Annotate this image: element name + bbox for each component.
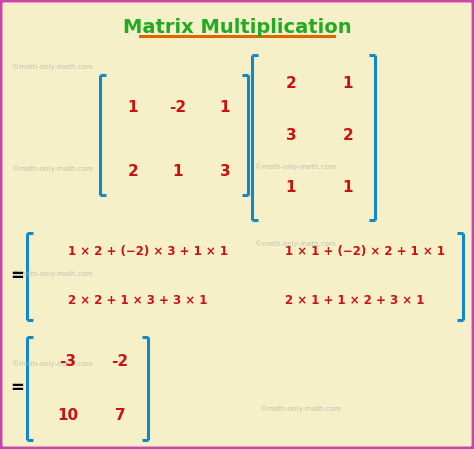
Text: 1 × 1 + (−2) × 2 + 1 × 1: 1 × 1 + (−2) × 2 + 1 × 1 — [285, 246, 445, 259]
Text: ©math-only-math.com: ©math-only-math.com — [12, 270, 92, 277]
Text: 3: 3 — [219, 164, 230, 180]
Text: 1: 1 — [286, 180, 296, 195]
Text: 2 × 2 + 1 × 3 + 3 × 1: 2 × 2 + 1 × 3 + 3 × 1 — [68, 294, 208, 307]
Text: 7: 7 — [115, 408, 125, 423]
Text: 2: 2 — [343, 128, 354, 142]
Text: ©math-only-math.com: ©math-only-math.com — [12, 360, 92, 367]
Text: 2 × 1 + 1 × 2 + 3 × 1: 2 × 1 + 1 × 2 + 3 × 1 — [285, 294, 425, 307]
Text: =: = — [10, 267, 24, 285]
Text: 3: 3 — [286, 128, 296, 142]
Text: =: = — [10, 379, 24, 397]
Text: 1 × 2 + (−2) × 3 + 1 × 1: 1 × 2 + (−2) × 3 + 1 × 1 — [68, 246, 228, 259]
Text: Matrix Multiplication: Matrix Multiplication — [123, 18, 351, 37]
Text: -2: -2 — [169, 101, 187, 115]
Text: -3: -3 — [60, 355, 76, 370]
Text: 1: 1 — [128, 101, 138, 115]
Text: ©math-only-math.com: ©math-only-math.com — [255, 240, 336, 247]
Text: ©math-only-math.com: ©math-only-math.com — [260, 405, 341, 412]
Text: 2: 2 — [128, 164, 138, 180]
Text: -2: -2 — [111, 355, 128, 370]
Text: 1: 1 — [343, 180, 353, 195]
Text: ©math-only-math.com: ©math-only-math.com — [12, 165, 92, 172]
Text: 1: 1 — [343, 75, 353, 91]
Text: 10: 10 — [57, 408, 79, 423]
Text: 1: 1 — [220, 101, 230, 115]
Text: ©math-only-math.com: ©math-only-math.com — [12, 63, 92, 70]
Text: 2: 2 — [286, 75, 296, 91]
Text: 1: 1 — [173, 164, 183, 180]
Text: ©math-only-math.com: ©math-only-math.com — [255, 163, 336, 170]
